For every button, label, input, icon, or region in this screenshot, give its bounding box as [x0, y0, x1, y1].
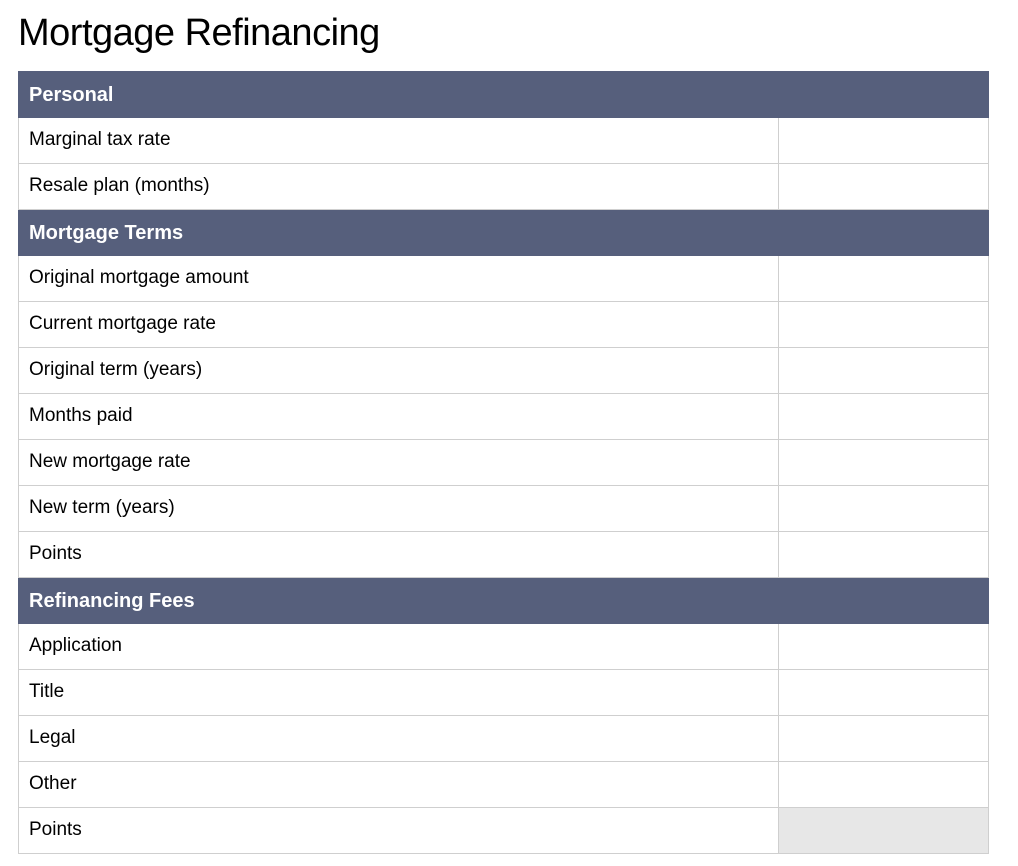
row-label: Original term (years)	[19, 348, 779, 394]
table-row: Title	[19, 670, 989, 716]
table-row: New mortgage rate	[19, 440, 989, 486]
row-value-input[interactable]	[779, 302, 989, 348]
row-value-input[interactable]	[779, 348, 989, 394]
section-header-label: Personal	[19, 72, 989, 118]
row-label: Points	[19, 532, 779, 578]
row-value-input[interactable]	[779, 624, 989, 670]
row-label: New mortgage rate	[19, 440, 779, 486]
row-value-input[interactable]	[779, 486, 989, 532]
row-value-input[interactable]	[779, 118, 989, 164]
section-header: Refinancing Fees	[19, 578, 989, 624]
table-row: Resale plan (months)	[19, 164, 989, 210]
row-label: Title	[19, 670, 779, 716]
table-row: Other	[19, 762, 989, 808]
row-label: New term (years)	[19, 486, 779, 532]
row-value-input[interactable]	[779, 670, 989, 716]
row-label: Months paid	[19, 394, 779, 440]
row-value-computed	[779, 808, 989, 854]
row-value-input[interactable]	[779, 440, 989, 486]
table-row: Application	[19, 624, 989, 670]
table-row: Current mortgage rate	[19, 302, 989, 348]
row-label: Points	[19, 808, 779, 854]
row-value-input[interactable]	[779, 532, 989, 578]
row-label: Current mortgage rate	[19, 302, 779, 348]
section-header: Personal	[19, 72, 989, 118]
section-header: Mortgage Terms	[19, 210, 989, 256]
row-value-input[interactable]	[779, 716, 989, 762]
table-row: Original term (years)	[19, 348, 989, 394]
section-header-label: Refinancing Fees	[19, 578, 989, 624]
row-value-input[interactable]	[779, 394, 989, 440]
row-value-input[interactable]	[779, 762, 989, 808]
row-value-input[interactable]	[779, 256, 989, 302]
table-row: Marginal tax rate	[19, 118, 989, 164]
section-header-label: Mortgage Terms	[19, 210, 989, 256]
row-label: Marginal tax rate	[19, 118, 779, 164]
row-label: Legal	[19, 716, 779, 762]
page-title: Mortgage Refinancing	[18, 12, 1000, 55]
table-row: Points	[19, 532, 989, 578]
row-label: Original mortgage amount	[19, 256, 779, 302]
table-row: Original mortgage amount	[19, 256, 989, 302]
row-label: Resale plan (months)	[19, 164, 779, 210]
row-value-input[interactable]	[779, 164, 989, 210]
table-row: Months paid	[19, 394, 989, 440]
table-row: New term (years)	[19, 486, 989, 532]
row-label: Application	[19, 624, 779, 670]
refinancing-table: Personal Marginal tax rate Resale plan (…	[18, 71, 989, 854]
table-body: Personal Marginal tax rate Resale plan (…	[19, 72, 989, 854]
table-row: Points	[19, 808, 989, 854]
row-label: Other	[19, 762, 779, 808]
table-row: Legal	[19, 716, 989, 762]
